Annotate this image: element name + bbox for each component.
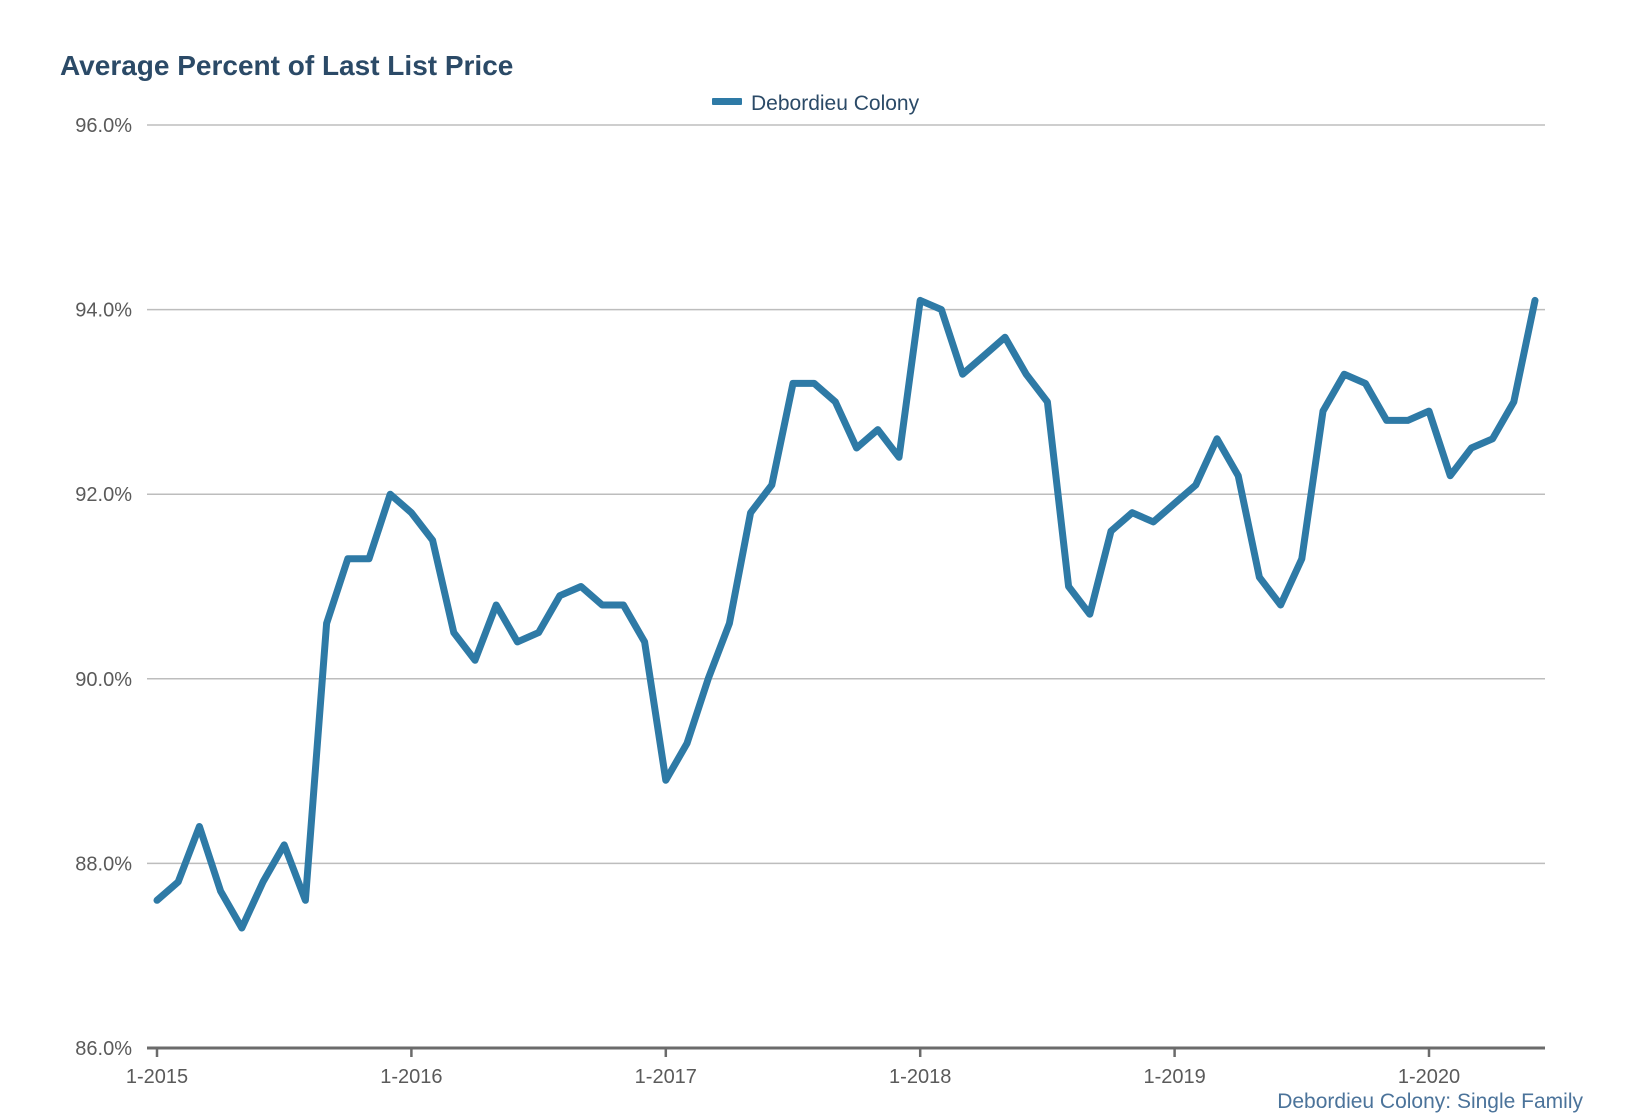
y-tick-label: 88.0% [75, 853, 132, 875]
x-axis: 1-2015 1-2016 1-2017 1-2018 1-2019 1-2020 [126, 1048, 1460, 1088]
chart-title: Average Percent of Last List Price [60, 50, 513, 81]
source-note: Debordieu Colony: Single Family [1277, 1090, 1583, 1113]
x-tick-label: 1-2019 [1143, 1066, 1205, 1088]
y-tick-label: 86.0% [75, 1038, 132, 1060]
x-tick-label: 1-2018 [889, 1066, 951, 1088]
y-axis: 86.0% 88.0% 90.0% 92.0% 94.0% 96.0% [75, 115, 132, 1060]
y-tick-label: 92.0% [75, 484, 132, 506]
x-tick-label: 1-2020 [1398, 1066, 1460, 1088]
series-line-debordieu-colony [153, 296, 1539, 932]
x-tick-label: 1-2016 [380, 1066, 442, 1088]
gridlines [147, 124, 1545, 865]
y-tick-label: 94.0% [75, 300, 132, 322]
legend: Debordieu Colony [712, 92, 920, 115]
legend-swatch [712, 98, 742, 105]
x-tick-label: 1-2015 [126, 1066, 188, 1088]
legend-label: Debordieu Colony [751, 92, 920, 115]
y-tick-label: 90.0% [75, 669, 132, 691]
x-tick-label: 1-2017 [635, 1066, 697, 1088]
y-tick-label: 96.0% [75, 115, 132, 137]
